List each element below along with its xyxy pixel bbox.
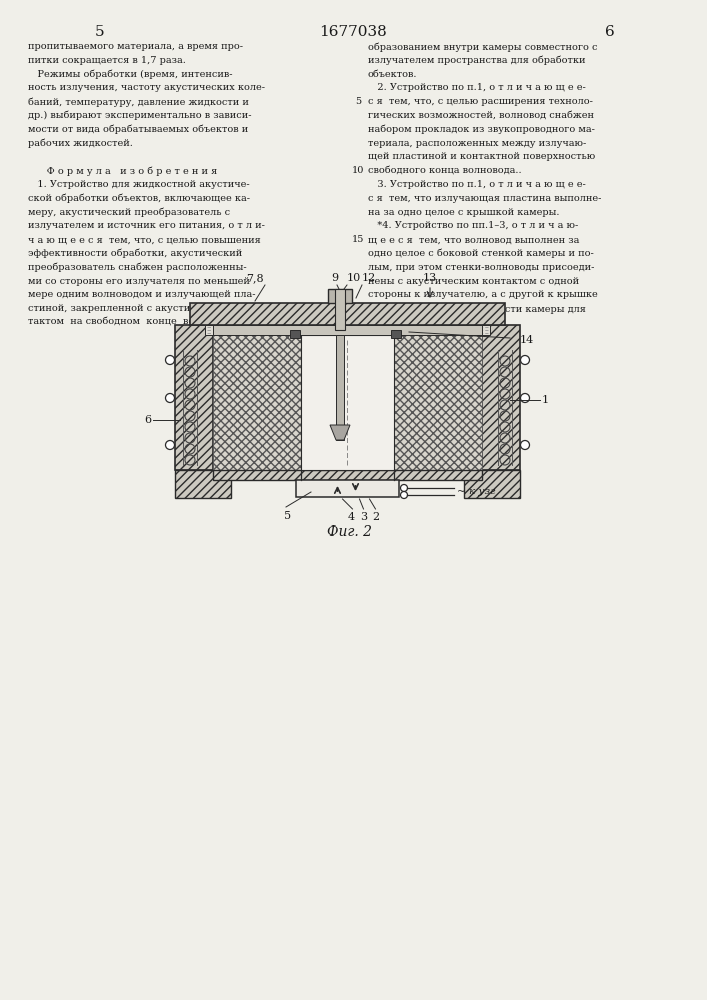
Text: с образованием в его полости камеры для: с образованием в его полости камеры для	[368, 304, 586, 314]
Text: 5: 5	[284, 511, 291, 521]
Bar	[213, 470, 482, 480]
Circle shape	[520, 440, 530, 450]
Text: 14: 14	[520, 335, 534, 345]
Text: стиной, закрепленной с акустическим кон-: стиной, закрепленной с акустическим кон-	[28, 304, 253, 313]
Text: тактом  на свободном  конце  волновода с: тактом на свободном конце волновода с	[28, 318, 245, 327]
Bar	[328, 289, 352, 303]
Text: обработки объектов.: обработки объектов.	[368, 318, 474, 328]
Circle shape	[400, 491, 407, 498]
Text: др.) выбирают экспериментально в зависи-: др.) выбирают экспериментально в зависи-	[28, 111, 252, 120]
Text: эффективности обработки, акустический: эффективности обработки, акустический	[28, 249, 243, 258]
Text: образованием внутри камеры совместного с: образованием внутри камеры совместного с	[368, 42, 597, 51]
Text: преобразователь снабжен расположенны-: преобразователь снабжен расположенны-	[28, 263, 247, 272]
Text: 6: 6	[605, 25, 615, 39]
Text: рабочих жидкостей.: рабочих жидкостей.	[28, 139, 133, 148]
Bar	[190, 303, 505, 325]
Text: 4: 4	[348, 512, 355, 522]
Bar	[175, 470, 231, 498]
Bar	[175, 325, 213, 470]
Text: щ е е с я  тем, что волновод выполнен за: щ е е с я тем, что волновод выполнен за	[368, 235, 579, 244]
Text: одно целое с боковой стенкой камеры и по-: одно целое с боковой стенкой камеры и по…	[368, 249, 594, 258]
Text: мере одним волноводом и излучающей пла-: мере одним волноводом и излучающей пла-	[28, 290, 255, 299]
Text: ми со стороны его излучателя по меньшей: ми со стороны его излучателя по меньшей	[28, 277, 250, 286]
Text: Режимы обработки (время, интенсив-: Режимы обработки (время, интенсив-	[28, 70, 233, 79]
Circle shape	[165, 393, 175, 402]
Text: 13: 13	[423, 273, 437, 283]
Text: 12: 12	[362, 273, 376, 283]
Text: излучателем и источник его питания, о т л и-: излучателем и источник его питания, о т …	[28, 221, 265, 230]
Text: ч а ю щ е е с я  тем, что, с целью повышения: ч а ю щ е е с я тем, что, с целью повыше…	[28, 235, 261, 244]
Bar	[394, 335, 482, 470]
Text: ской обработки объектов, включающее ка-: ской обработки объектов, включающее ка-	[28, 194, 250, 203]
Text: ность излучения, частоту акустических колe-: ность излучения, частоту акустических ко…	[28, 83, 265, 92]
Text: *4. Устройство по пп.1–3, о т л и ч а ю-: *4. Устройство по пп.1–3, о т л и ч а ю-	[368, 221, 578, 230]
Text: 3. Устройство по п.1, о т л и ч а ю щ е е-: 3. Устройство по п.1, о т л и ч а ю щ е …	[368, 180, 586, 189]
Circle shape	[400, 485, 407, 491]
Bar	[391, 330, 401, 338]
Text: 1. Устройство для жидкостной акустиче-: 1. Устройство для жидкостной акустиче-	[28, 180, 250, 189]
Text: 2. Устройство по п.1, о т л и ч а ю щ е е-: 2. Устройство по п.1, о т л и ч а ю щ е …	[368, 83, 586, 92]
Circle shape	[165, 440, 175, 450]
Text: 2: 2	[372, 512, 379, 522]
Text: 1677038: 1677038	[319, 25, 387, 39]
Text: свободного конца волновода..: свободного конца волновода..	[368, 166, 522, 175]
Bar	[290, 330, 300, 338]
Text: питки сокращается в 1,7 раза.: питки сокращается в 1,7 раза.	[28, 56, 186, 65]
Circle shape	[520, 356, 530, 364]
Text: объектов.: объектов.	[368, 70, 418, 79]
Text: 3: 3	[360, 512, 367, 522]
Text: мости от вида обрабатываемых объектов и: мости от вида обрабатываемых объектов и	[28, 125, 248, 134]
Bar	[335, 289, 345, 330]
Text: териала, расположенных между излучаю-: териала, расположенных между излучаю-	[368, 139, 586, 148]
Text: баний, температуру, давление жидкости и: баний, температуру, давление жидкости и	[28, 97, 249, 107]
Text: с я  тем, что излучающая пластина выполне-: с я тем, что излучающая пластина выполне…	[368, 194, 602, 203]
Bar	[205, 325, 490, 335]
Text: лым, при этом стенки-волноводы присоеди-: лым, при этом стенки-волноводы присоеди-	[368, 263, 595, 272]
Bar	[213, 335, 301, 470]
Text: 7,8: 7,8	[246, 273, 264, 283]
Text: 20: 20	[352, 304, 364, 313]
Text: на за одно целое с крышкой камеры.: на за одно целое с крышкой камеры.	[368, 208, 559, 217]
Text: с я  тем, что, с целью расширения техноло-: с я тем, что, с целью расширения техноло…	[368, 97, 593, 106]
Bar	[482, 325, 520, 470]
Text: гических возможностей, волновод снабжен: гических возможностей, волновод снабжен	[368, 111, 594, 120]
Text: набором прокладок из звукопроводного ма-: набором прокладок из звукопроводного ма-	[368, 125, 595, 134]
Circle shape	[520, 393, 530, 402]
Circle shape	[165, 356, 175, 364]
Text: излучателем пространства для обработки: излучателем пространства для обработки	[368, 56, 585, 65]
Text: щей пластиной и контактной поверхностью: щей пластиной и контактной поверхностью	[368, 152, 595, 161]
Text: пропитываемого материала, а время про-: пропитываемого материала, а время про-	[28, 42, 243, 51]
Bar	[336, 335, 344, 440]
Text: 10: 10	[347, 273, 361, 283]
Text: 6: 6	[144, 415, 151, 425]
Text: 5: 5	[95, 25, 105, 39]
Bar	[213, 325, 482, 335]
Text: Ф о р м у л а   и з о б р е т е н и я: Ф о р м у л а и з о б р е т е н и я	[28, 166, 217, 176]
Text: нены с акустическим контактом с одной: нены с акустическим контактом с одной	[368, 277, 579, 286]
Text: стороны к излучателю, а с другой к крышке: стороны к излучателю, а с другой к крышк…	[368, 290, 597, 299]
Text: ~ к узг: ~ к узг	[457, 487, 496, 496]
Polygon shape	[330, 425, 350, 440]
Text: 1: 1	[542, 395, 549, 405]
Text: меру, акустический преобразователь с: меру, акустический преобразователь с	[28, 208, 230, 217]
Bar	[296, 480, 399, 497]
Text: 15: 15	[352, 235, 364, 244]
Bar	[464, 470, 520, 498]
Text: Фиг. 2: Фиг. 2	[327, 525, 373, 539]
Text: 5: 5	[355, 97, 361, 106]
Text: 10: 10	[352, 166, 364, 175]
Text: 9: 9	[332, 273, 339, 283]
Bar	[301, 335, 394, 470]
